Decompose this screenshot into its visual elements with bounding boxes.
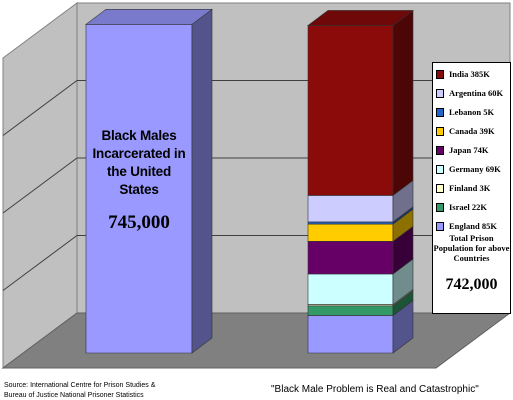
source-note: Source: International Centre for Prison … [4,381,155,400]
source-line-1: Source: International Centre for Prison … [4,382,156,389]
legend-swatch [436,164,444,174]
legend-label: Lebanon 5K [449,107,495,117]
legend-item: Canada 39K [433,123,510,139]
legend-total-value: 742,000 [445,276,498,293]
bar1-title: Black Males Incarcerated in the United S… [92,128,186,197]
segment-germany-front [307,273,394,305]
legend-swatch [436,88,444,98]
bar2-top [307,10,414,26]
segment-canada-front [307,223,394,242]
segment-india-front [307,25,394,196]
legend-label: India 385K [449,69,490,79]
legend-label: Japan 74K [449,145,489,155]
segment-lebanon-front [307,221,394,225]
legend-item: England 85K [433,218,510,234]
segment-india-side [392,9,414,197]
legend-label: Germany 69K [449,164,501,174]
chart-floor [1,312,512,369]
legend: India 385K Argentina 60K Lebanon 5K Canada … [432,62,511,314]
legend-total-label: Total Prison Population for above Countr… [433,233,510,263]
legend-item: Israel 22K [433,199,510,215]
legend-item: Lebanon 5K [433,104,510,120]
segment-england-front [307,315,394,354]
segment-japan-front [307,241,394,275]
legend-item: Finland 3K [433,180,510,196]
legend-swatch [436,183,444,193]
legend-item: Japan 74K [433,142,510,158]
segment-israel-front [307,305,394,316]
source-line-2: Bureau of Justice National Prisoner Stat… [4,391,144,399]
legend-swatch [436,69,444,79]
legend-label: Canada 39K [449,126,495,136]
bar-countries-stack [307,9,414,354]
legend-label: Finland 3K [449,183,491,193]
segment-argentina-front [307,195,394,223]
legend-swatch [436,221,444,231]
bar1-side [191,8,213,354]
legend-item: Argentina 60K [433,85,510,101]
legend-item: Germany 69K [433,161,510,177]
legend-swatch [436,202,444,212]
bar1-value: 745,000 [108,212,170,233]
bar-us-black-males [85,8,213,354]
caption: "Black Male Problem is Real and Catastro… [271,384,479,395]
legend-swatch [436,107,444,117]
legend-label: Israel 22K [449,202,488,212]
bar1-top [85,9,213,25]
legend-label: Argentina 60K [449,88,504,98]
legend-item: India 385K [433,66,510,82]
legend-swatch [436,145,444,155]
legend-label: England 85K [449,221,497,231]
legend-swatch [436,126,444,136]
